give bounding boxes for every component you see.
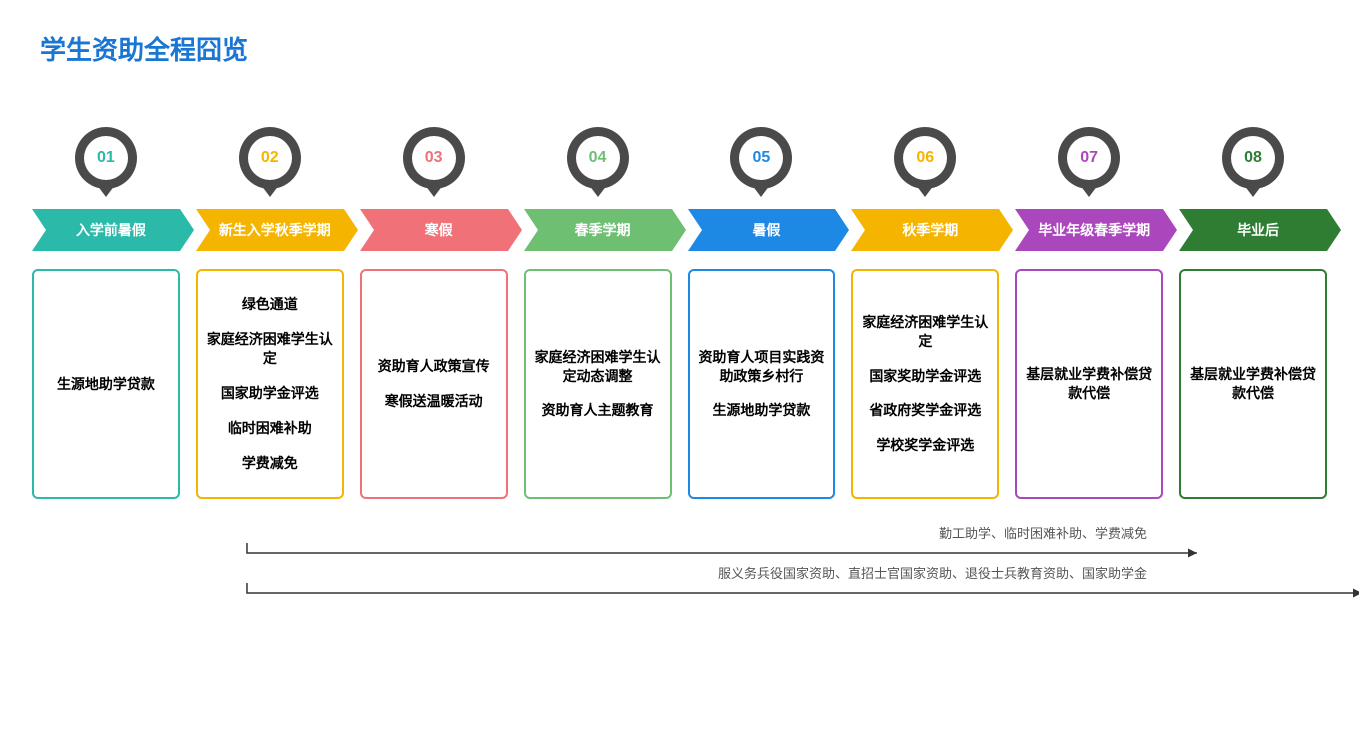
content-item: 生源地助学贷款 [712, 401, 810, 420]
step-banner: 入学前暑假 [32, 209, 180, 251]
step-pin: 07 [1058, 127, 1120, 199]
step-02: 02 新生入学秋季学期绿色通道家庭经济困难学生认定国家助学金评选临时困难补助学费减… [196, 127, 344, 499]
step-content-box: 家庭经济困难学生认定动态调整资助育人主题教育 [524, 269, 672, 499]
content-item: 学校奖学金评选 [876, 436, 974, 455]
step-05: 05 暑假资助育人项目实践资助政策乡村行生源地助学贷款 [688, 127, 836, 499]
footer-label-2: 服义务兵役国家资助、直招士官国家资助、退役士兵教育资助、国家助学金 [718, 563, 1147, 582]
step-pin: 06 [894, 127, 956, 199]
step-pin: 05 [730, 127, 792, 199]
content-item: 临时困难补助 [228, 419, 312, 438]
step-content-box: 资助育人项目实践资助政策乡村行生源地助学贷款 [688, 269, 836, 499]
step-banner: 春季学期 [524, 209, 672, 251]
content-item: 绿色通道 [242, 295, 298, 314]
step-01: 01 入学前暑假生源地助学贷款 [32, 127, 180, 499]
content-item: 国家奖助学金评选 [869, 367, 981, 386]
step-06: 06 秋季学期家庭经济困难学生认定国家奖助学金评选省政府奖学金评选学校奖学金评选 [851, 127, 999, 499]
step-pin: 01 [75, 127, 137, 199]
step-content-box: 资助育人政策宣传寒假送温暖活动 [360, 269, 508, 499]
step-banner: 寒假 [360, 209, 508, 251]
step-08: 08 毕业后基层就业学费补偿贷款代偿 [1179, 127, 1327, 499]
content-item: 国家助学金评选 [221, 384, 319, 403]
content-item: 资助育人主题教育 [542, 401, 654, 420]
step-03: 03 寒假资助育人政策宣传寒假送温暖活动 [360, 127, 508, 499]
content-item: 家庭经济困难学生认定 [861, 313, 989, 351]
content-item: 资助育人政策宣传 [378, 357, 490, 376]
step-content-box: 家庭经济困难学生认定国家奖助学金评选省政府奖学金评选学校奖学金评选 [851, 269, 999, 499]
step-pin: 03 [403, 127, 465, 199]
footer-label-1: 勤工助学、临时困难补助、学费减免 [939, 523, 1147, 542]
process-flow: 01入学前暑假生源地助学贷款02新生入学秋季学期绿色通道家庭经济困难学生认定国家… [20, 127, 1339, 499]
content-item: 寒假送温暖活动 [385, 392, 483, 411]
step-07: 07 毕业年级春季学期基层就业学费补偿贷款代偿 [1015, 127, 1163, 499]
step-content-box: 生源地助学贷款 [32, 269, 180, 499]
page-title: 学生资助全程囧览 [40, 30, 1339, 67]
content-item: 家庭经济困难学生认定动态调整 [534, 348, 662, 386]
footer-arrow-2: 服义务兵役国家资助、直招士官国家资助、退役士兵教育资助、国家助学金 [32, 569, 1327, 609]
step-04: 04 春季学期家庭经济困难学生认定动态调整资助育人主题教育 [524, 127, 672, 499]
step-content-box: 绿色通道家庭经济困难学生认定国家助学金评选临时困难补助学费减免 [196, 269, 344, 499]
content-item: 学费减免 [242, 454, 298, 473]
step-banner: 毕业年级春季学期 [1015, 209, 1163, 251]
content-item: 基层就业学费补偿贷款代偿 [1025, 365, 1153, 403]
step-banner: 秋季学期 [851, 209, 999, 251]
step-banner: 暑假 [688, 209, 836, 251]
step-content-box: 基层就业学费补偿贷款代偿 [1179, 269, 1327, 499]
content-item: 基层就业学费补偿贷款代偿 [1189, 365, 1317, 403]
content-item: 家庭经济困难学生认定 [206, 330, 334, 368]
step-banner: 毕业后 [1179, 209, 1327, 251]
footer-arrows: 勤工助学、临时困难补助、学费减免 服义务兵役国家资助、直招士官国家资助、退役士兵… [20, 529, 1339, 609]
content-item: 省政府奖学金评选 [869, 401, 981, 420]
content-item: 资助育人项目实践资助政策乡村行 [698, 348, 826, 386]
step-pin: 04 [567, 127, 629, 199]
step-pin: 08 [1222, 127, 1284, 199]
step-pin: 02 [239, 127, 301, 199]
content-item: 生源地助学贷款 [57, 375, 155, 394]
step-content-box: 基层就业学费补偿贷款代偿 [1015, 269, 1163, 499]
step-banner: 新生入学秋季学期 [196, 209, 344, 251]
